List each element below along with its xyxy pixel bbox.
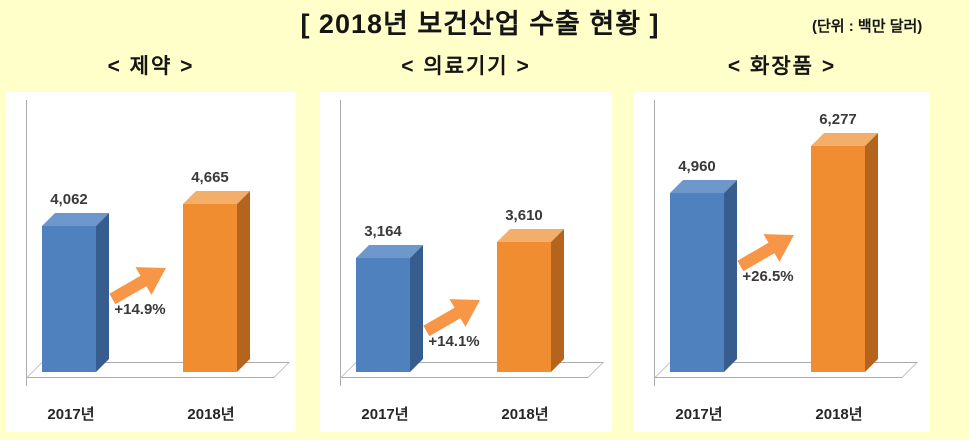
bar-group-2018: 4,665 [183,169,250,372]
y-axis-line [26,100,27,362]
bar-group-2017: 3,164 [356,223,423,372]
page-title: [ 2018년 보건산업 수출 현황 ] [300,9,660,39]
axis-tick [26,362,27,386]
x-axis-label-2018: 2018년 [815,406,863,423]
bar-2017 [356,245,423,372]
bar-2017 [670,180,737,372]
bar-side-face [551,229,564,372]
bar-value-label: 4,960 [678,158,716,175]
axis-tick [340,362,341,386]
panel-title-pharma: < 제약 > [107,55,195,78]
growth-indicator: +14.1% [404,295,504,350]
panel-title-cosmetics: < 화장품 > [727,55,837,78]
bar-group-2018: 3,610 [497,207,564,372]
x-axis-label-2017: 2017년 [47,406,95,423]
bar-value-label: 3,164 [364,223,402,240]
growth-arrow-icon [423,299,480,337]
growth-arrow-icon [109,267,166,305]
bar-2018 [183,191,250,372]
bar-group-2018: 6,277 [811,111,878,372]
bar-side-face [865,133,878,372]
bar-2018 [497,229,564,372]
unit-note: (단위 : 백만 달러) [812,18,923,35]
x-axis-label-2018: 2018년 [187,406,235,423]
chart-panel-medical-device: 3,164 3,610 +14.1% 2017년 2018년 [320,92,612,432]
bar-group-2017: 4,062 [42,191,109,372]
growth-arrow-icon [737,234,794,272]
bar-value-label: 3,610 [505,207,543,224]
growth-indicator: +26.5% [718,230,818,285]
bar-value-label: 4,665 [191,169,229,186]
growth-label: +26.5% [742,268,794,285]
bar-value-label: 6,277 [819,111,857,128]
growth-label: +14.9% [114,301,166,318]
y-axis-line [340,100,341,362]
bar-value-label: 4,062 [50,191,88,208]
growth-label: +14.1% [428,333,480,350]
bar-side-face [237,191,250,372]
growth-indicator: +14.9% [90,263,190,318]
x-axis-label-2018: 2018년 [501,406,549,423]
bar-group-2017: 4,960 [670,158,737,372]
bar-2018 [811,133,878,372]
x-axis-label-2017: 2017년 [361,406,409,423]
axis-tick [654,362,655,386]
chart-panel-cosmetics: 4,960 6,277 +26.5% 2017년 2018년 [634,92,930,432]
chart-panel-pharma: 4,062 4,665 +14.9% 2017년 2018년 [6,92,296,432]
y-axis-line [654,100,655,362]
bar-2017 [42,213,109,372]
x-axis-label-2017: 2017년 [675,406,723,423]
panel-title-medical-device: < 의료기기 > [401,55,531,78]
